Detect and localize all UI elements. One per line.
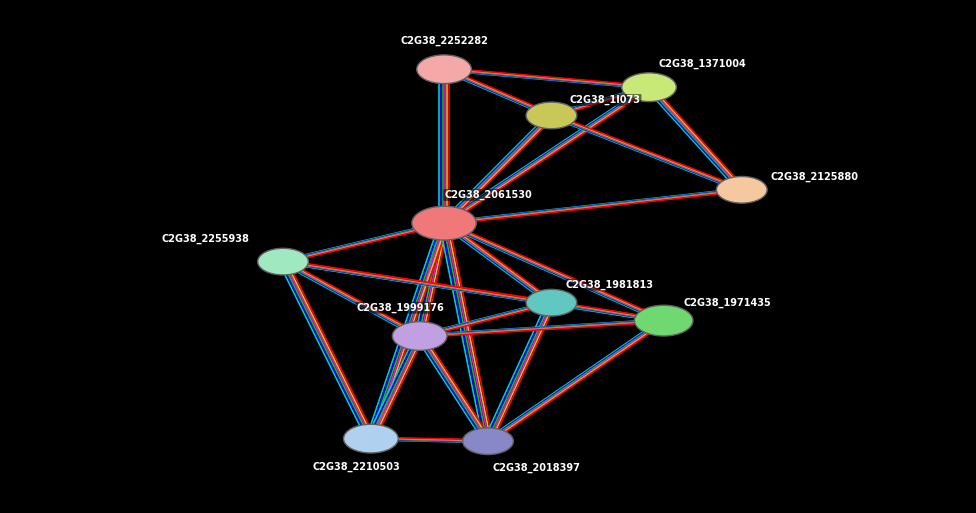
Text: C2G38_1999176: C2G38_1999176 — [356, 303, 444, 313]
Circle shape — [716, 176, 767, 203]
Circle shape — [622, 73, 676, 102]
Circle shape — [463, 428, 513, 455]
Circle shape — [344, 424, 398, 453]
Circle shape — [258, 248, 308, 275]
Text: C2G38_1371004: C2G38_1371004 — [659, 59, 747, 69]
Text: C2G38_1971435: C2G38_1971435 — [683, 298, 771, 308]
Circle shape — [634, 305, 693, 336]
Text: C2G38_1981813: C2G38_1981813 — [566, 280, 654, 290]
Circle shape — [417, 55, 471, 84]
Text: C2G38_2061530: C2G38_2061530 — [444, 190, 532, 200]
Circle shape — [392, 322, 447, 350]
Text: C2G38_2210503: C2G38_2210503 — [312, 462, 400, 472]
Text: C2G38_2125880: C2G38_2125880 — [771, 172, 859, 182]
Circle shape — [526, 289, 577, 316]
Text: C2G38_2255938: C2G38_2255938 — [161, 233, 249, 244]
Text: C2G38_2252282: C2G38_2252282 — [400, 36, 488, 46]
Text: C2G38_2018397: C2G38_2018397 — [493, 463, 581, 473]
Circle shape — [412, 206, 476, 240]
Circle shape — [526, 102, 577, 129]
Text: C2G38_1l073: C2G38_1l073 — [570, 95, 640, 105]
